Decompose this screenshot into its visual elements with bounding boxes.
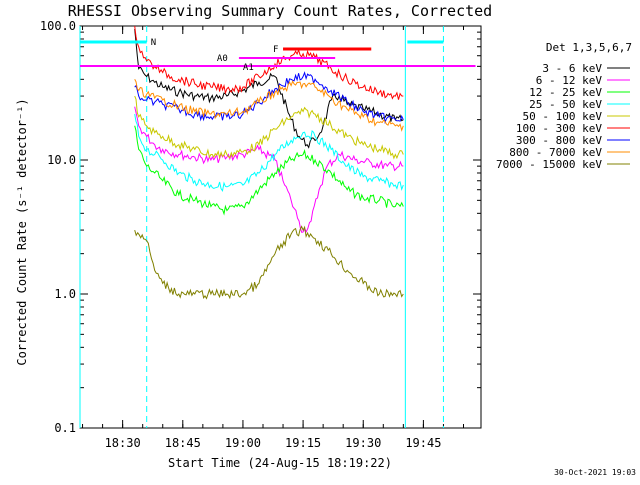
series-line-1 xyxy=(134,106,404,234)
series-line-8 xyxy=(134,225,404,300)
flare-bar-label: F xyxy=(273,45,278,55)
legend-label: 7000 - 15000 keV xyxy=(496,158,602,171)
y-tick-label: 0.1 xyxy=(54,421,76,435)
x-axis-label: Start Time (24-Aug-15 18:19:22) xyxy=(168,456,392,470)
series-line-7 xyxy=(134,79,404,132)
x-tick-label: 18:45 xyxy=(165,436,201,450)
legend-header: Det 1,3,5,6,7 xyxy=(546,41,632,54)
timestamp-label: 30-Oct-2021 19:03 xyxy=(554,468,636,477)
night-bar-label: N xyxy=(151,38,156,48)
x-tick-label: 19:00 xyxy=(225,436,261,450)
legend-label: 6 - 12 keV xyxy=(536,74,603,87)
y-tick-label: 1.0 xyxy=(54,287,76,301)
legend-label: 100 - 300 keV xyxy=(516,122,602,135)
attenuator-label: A1 xyxy=(243,63,254,73)
y-tick-label: 10.0 xyxy=(47,153,76,167)
x-tick-label: 19:15 xyxy=(285,436,321,450)
plot-frame xyxy=(79,25,482,429)
attenuator-label: A0 xyxy=(217,54,228,64)
legend-label: 50 - 100 keV xyxy=(523,110,603,123)
y-axis-label: Corrected Count Rate (s⁻¹ detector⁻¹) xyxy=(15,98,29,365)
x-tick-label: 19:45 xyxy=(405,436,441,450)
series-line-2 xyxy=(134,125,404,216)
x-tick-label: 19:30 xyxy=(345,436,381,450)
x-tick-label: 18:30 xyxy=(105,436,141,450)
y-tick-label: 100.0 xyxy=(40,19,76,33)
legend-label: 12 - 25 keV xyxy=(529,86,602,99)
legend-label: 300 - 800 keV xyxy=(516,134,602,147)
series-line-6 xyxy=(134,71,404,125)
legend-label: 25 - 50 keV xyxy=(529,98,602,111)
plot-area: 0.1 1.0 10.0 100.0 18:30 18:45 19:00 19:15 19:30… xyxy=(40,19,482,450)
legend-label: 800 - 7000 keV xyxy=(509,146,602,159)
legend-label: 3 - 6 keV xyxy=(542,62,602,75)
chart-title: RHESSI Observing Summary Count Rates, Co… xyxy=(68,2,492,20)
series-line-0 xyxy=(134,28,404,149)
series-line-3 xyxy=(134,114,404,193)
series-line-4 xyxy=(134,95,404,160)
